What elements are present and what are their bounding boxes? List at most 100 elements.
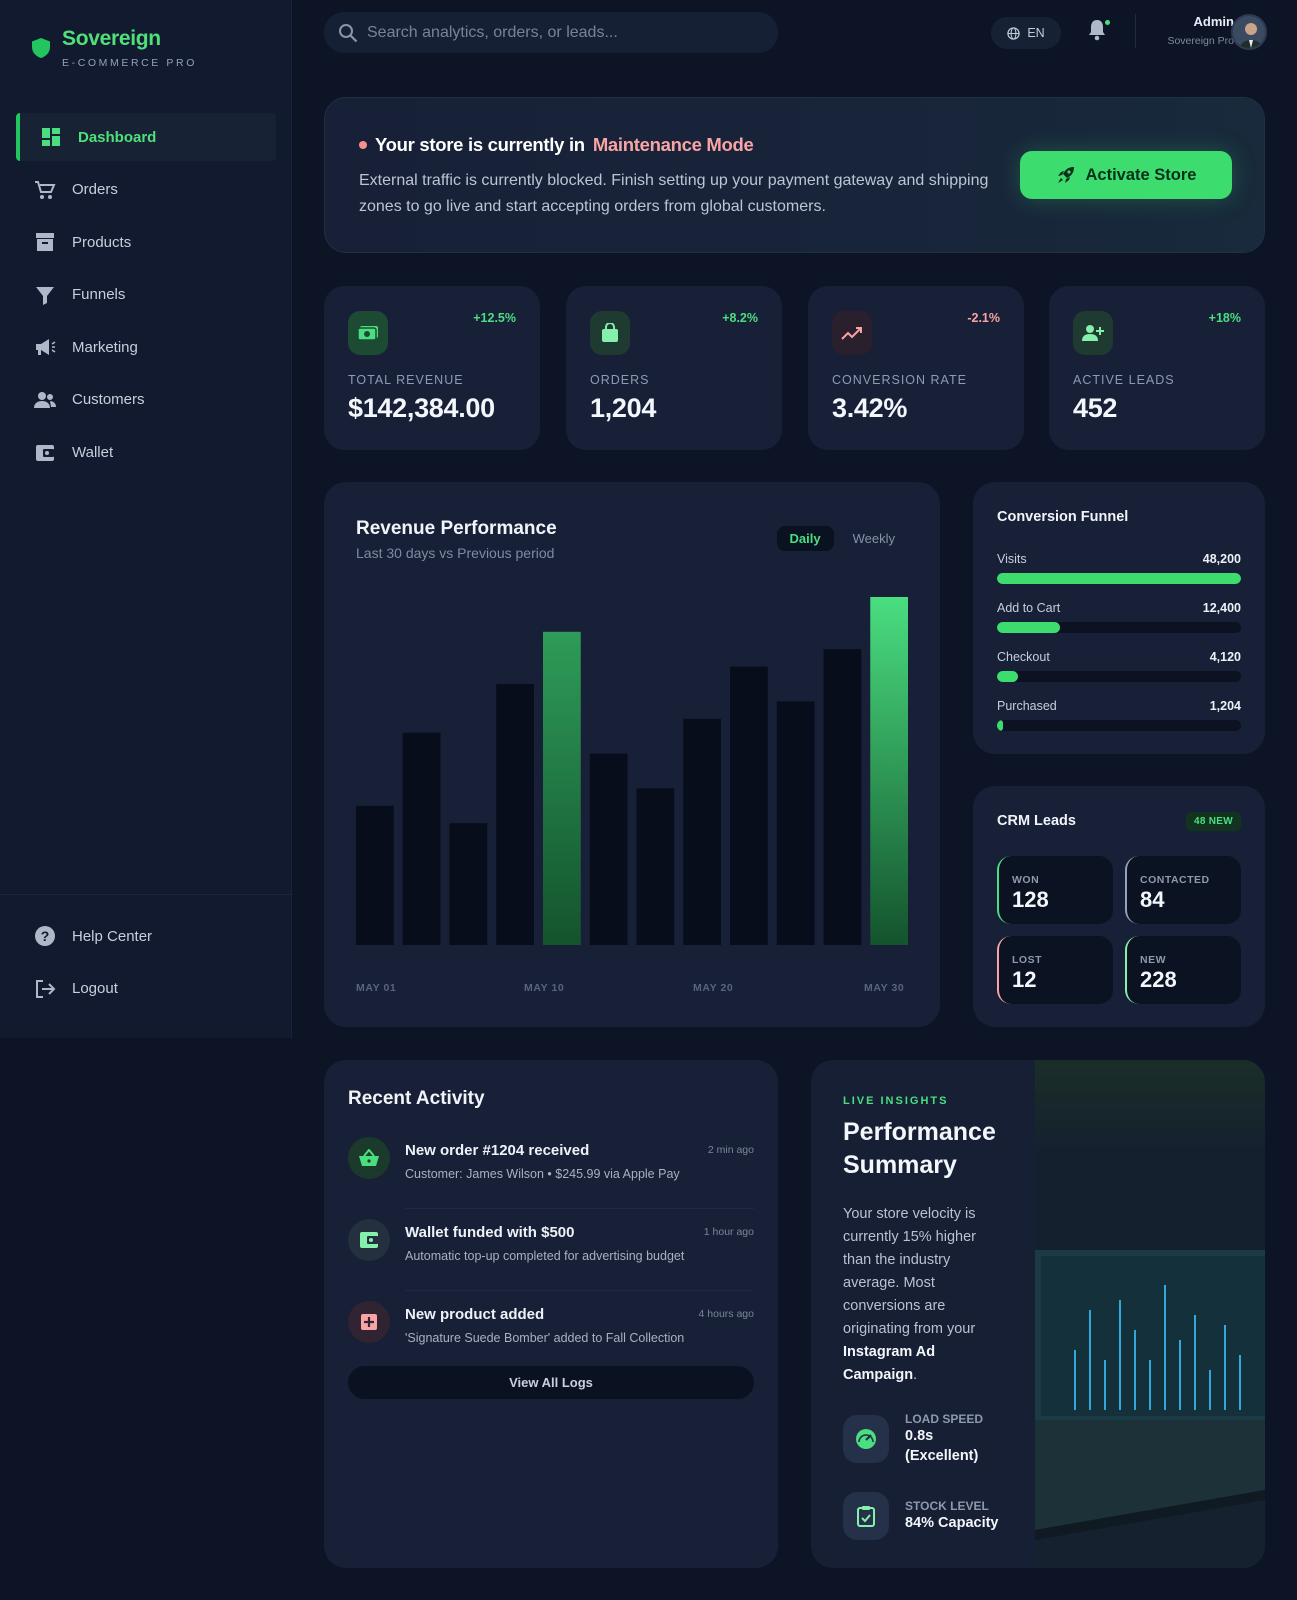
revenue-chart-card: Revenue Performance Last 30 days vs Prev…: [324, 482, 940, 1027]
activity-item[interactable]: New order #1204 received Customer: James…: [348, 1137, 754, 1209]
stat-change: +12.5%: [473, 311, 516, 325]
stat-card-active-leads[interactable]: +18% ACTIVE LEADS 452: [1049, 286, 1265, 450]
chart-bar[interactable]: [589, 753, 628, 945]
chart-bar[interactable]: [402, 732, 441, 945]
insights-text: Your store velocity is currently 15% hig…: [843, 1203, 1003, 1387]
period-toggle: Daily Weekly: [776, 526, 908, 551]
x-axis-label: MAY 20: [693, 982, 734, 994]
brand-tagline: E-COMMERCE PRO: [62, 57, 197, 69]
user-plus-icon: [1073, 311, 1113, 355]
user-name: Admin: [1193, 14, 1234, 29]
funnel-row-add-to-cart: Add to Cart 12,400: [997, 601, 1241, 633]
stat-change: +8.2%: [722, 311, 758, 325]
activity-time: 4 hours ago: [698, 1308, 754, 1320]
activity-title: Recent Activity: [348, 1088, 485, 1109]
sidebar-item-logout[interactable]: Logout: [16, 965, 276, 1013]
x-axis-label: MAY 10: [524, 982, 565, 994]
user-menu[interactable]: Admin Sovereign Pro: [1167, 14, 1234, 47]
revenue-bar-chart: [356, 597, 908, 945]
chart-bar-highlight[interactable]: [543, 631, 581, 945]
basket-icon: [348, 1137, 390, 1179]
activity-item[interactable]: New product added 'Signature Suede Bombe…: [348, 1301, 754, 1373]
crm-box-contacted[interactable]: CONTACTED 84: [1125, 856, 1241, 924]
bag-icon: [590, 311, 630, 355]
avatar[interactable]: [1231, 14, 1267, 50]
funnel-row-visits: Visits 48,200: [997, 552, 1241, 584]
banner-title-prefix: Your store is currently in: [375, 134, 585, 155]
insights-kicker: LIVE INSIGHTS: [843, 1095, 949, 1107]
chart-title: Revenue Performance: [356, 518, 557, 539]
funnel-label: Visits: [997, 552, 1027, 566]
activity-title-text: Wallet funded with $500: [405, 1224, 575, 1241]
crm-label: NEW: [1140, 954, 1166, 966]
plus-box-icon: [348, 1301, 390, 1343]
crm-value: 12: [1012, 967, 1037, 992]
sidebar-item-dashboard[interactable]: Dashboard: [16, 113, 276, 161]
notifications-button[interactable]: [1086, 18, 1110, 44]
brand[interactable]: Sovereign E-COMMERCE PRO: [32, 26, 197, 69]
sidebar-item-orders[interactable]: Orders: [16, 166, 276, 214]
sidebar-item-customers[interactable]: Customers: [16, 376, 276, 424]
chart-bar[interactable]: [776, 701, 815, 945]
sidebar-item-help-center[interactable]: ? Help Center: [16, 912, 276, 960]
speedometer-icon: [843, 1415, 889, 1463]
stat-card-total-revenue[interactable]: +12.5% TOTAL REVENUE $142,384.00: [324, 286, 540, 450]
metric-value: 84% Capacity: [905, 1515, 999, 1531]
chart-bar[interactable]: [823, 649, 862, 945]
chart-bar[interactable]: [683, 718, 721, 945]
language-selector[interactable]: EN: [991, 17, 1061, 49]
search-input[interactable]: [367, 23, 747, 42]
sidebar-item-wallet[interactable]: Wallet: [16, 429, 276, 477]
crm-title: CRM Leads: [997, 813, 1076, 829]
laptop-analytics-image: [1035, 1060, 1265, 1568]
stat-value: $142,384.00: [348, 393, 495, 423]
chart-bar[interactable]: [636, 788, 675, 945]
view-all-logs-button[interactable]: View All Logs: [348, 1366, 754, 1399]
crm-box-lost[interactable]: LOST 12: [997, 936, 1113, 1004]
status-dot: [359, 141, 367, 149]
banner-title-highlight: Maintenance Mode: [592, 134, 754, 155]
users-icon: [34, 391, 56, 408]
sidebar-item-marketing[interactable]: Marketing: [16, 323, 276, 371]
activity-title-text: New order #1204 received: [405, 1142, 590, 1159]
stat-card-orders[interactable]: +8.2% ORDERS 1,204: [566, 286, 782, 450]
crm-box-won[interactable]: WON 128: [997, 856, 1113, 924]
money-icon: [348, 311, 388, 355]
chart-bar-highlight[interactable]: [870, 597, 908, 945]
chart-bar[interactable]: [730, 666, 768, 945]
insights-title: Performance Summary: [843, 1118, 996, 1179]
divider: [405, 1290, 754, 1291]
funnel-value: 48,200: [1202, 552, 1241, 566]
filter-icon: [36, 286, 54, 305]
sidebar-item-label: Products: [72, 233, 132, 251]
search-icon: [339, 23, 358, 42]
stat-label: ORDERS: [590, 373, 650, 387]
chart-bar[interactable]: [449, 823, 488, 945]
sidebar-item-products[interactable]: Products: [16, 218, 276, 266]
notification-dot: [1105, 20, 1110, 25]
avatar-image: [1233, 16, 1265, 48]
tab-weekly[interactable]: Weekly: [852, 531, 895, 546]
search-bar[interactable]: [324, 12, 778, 53]
archive-icon: [36, 233, 54, 252]
sidebar-item-funnels[interactable]: Funnels: [16, 271, 276, 319]
funnel-track: [997, 573, 1241, 584]
stat-card-conversion-rate[interactable]: -2.1% CONVERSION RATE 3.42%: [808, 286, 1024, 450]
tab-daily[interactable]: Daily: [776, 526, 834, 551]
funnel-value: 1,204: [1209, 699, 1241, 713]
language-label: EN: [1027, 26, 1045, 40]
logout-icon: [36, 979, 56, 998]
funnel-bar: [997, 622, 1061, 633]
sidebar-item-label: Wallet: [72, 444, 114, 462]
conversion-funnel-card: Conversion Funnel Visits 48,200 Add to Ca…: [973, 482, 1265, 754]
x-axis-label: MAY 30: [864, 982, 905, 994]
chart-bar[interactable]: [496, 684, 534, 945]
wallet-icon: [348, 1219, 390, 1261]
activity-item[interactable]: Wallet funded with $500 Automatic top-up…: [348, 1219, 754, 1291]
sidebar-nav: Dashboard Orders Products Funnels Market…: [16, 113, 276, 481]
activate-store-button[interactable]: Activate Store: [1020, 151, 1232, 199]
crm-box-new[interactable]: NEW 228: [1125, 936, 1241, 1004]
chart-bar[interactable]: [356, 805, 394, 945]
sidebar-item-label: Help Center: [72, 927, 153, 945]
insights-text-end: .: [913, 1367, 918, 1383]
